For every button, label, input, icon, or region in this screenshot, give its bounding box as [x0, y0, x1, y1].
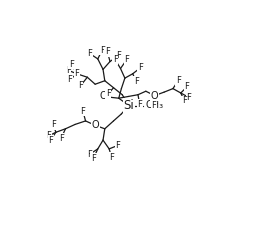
Text: F: F: [116, 141, 120, 150]
Text: F: F: [69, 60, 74, 69]
Text: F: F: [74, 69, 79, 78]
Text: CH₃: CH₃: [146, 100, 164, 110]
Text: F: F: [186, 93, 191, 102]
Text: F: F: [116, 51, 121, 60]
Text: F: F: [105, 47, 110, 56]
Text: F: F: [109, 153, 114, 162]
Text: F: F: [51, 120, 56, 129]
Text: F: F: [137, 100, 142, 109]
Text: O: O: [151, 91, 159, 101]
Text: F: F: [91, 154, 96, 163]
Text: F: F: [124, 55, 129, 64]
Text: F: F: [66, 66, 70, 75]
Text: F: F: [151, 101, 156, 110]
Text: Si: Si: [124, 99, 134, 112]
Text: F: F: [48, 136, 53, 145]
Text: F: F: [67, 75, 72, 84]
Text: F: F: [46, 131, 51, 140]
Text: F: F: [182, 96, 187, 105]
Text: F: F: [59, 134, 63, 143]
Text: F: F: [100, 46, 105, 55]
Text: F: F: [184, 82, 189, 91]
Text: F: F: [106, 89, 111, 98]
Text: F: F: [113, 55, 118, 64]
Text: O: O: [91, 120, 99, 130]
Text: F: F: [176, 76, 181, 85]
Text: F: F: [88, 49, 92, 58]
Text: F: F: [78, 81, 83, 90]
Text: F: F: [134, 77, 139, 86]
Text: F: F: [138, 63, 143, 72]
Text: F: F: [81, 107, 85, 116]
Text: O: O: [99, 92, 107, 101]
Text: F: F: [88, 150, 92, 159]
